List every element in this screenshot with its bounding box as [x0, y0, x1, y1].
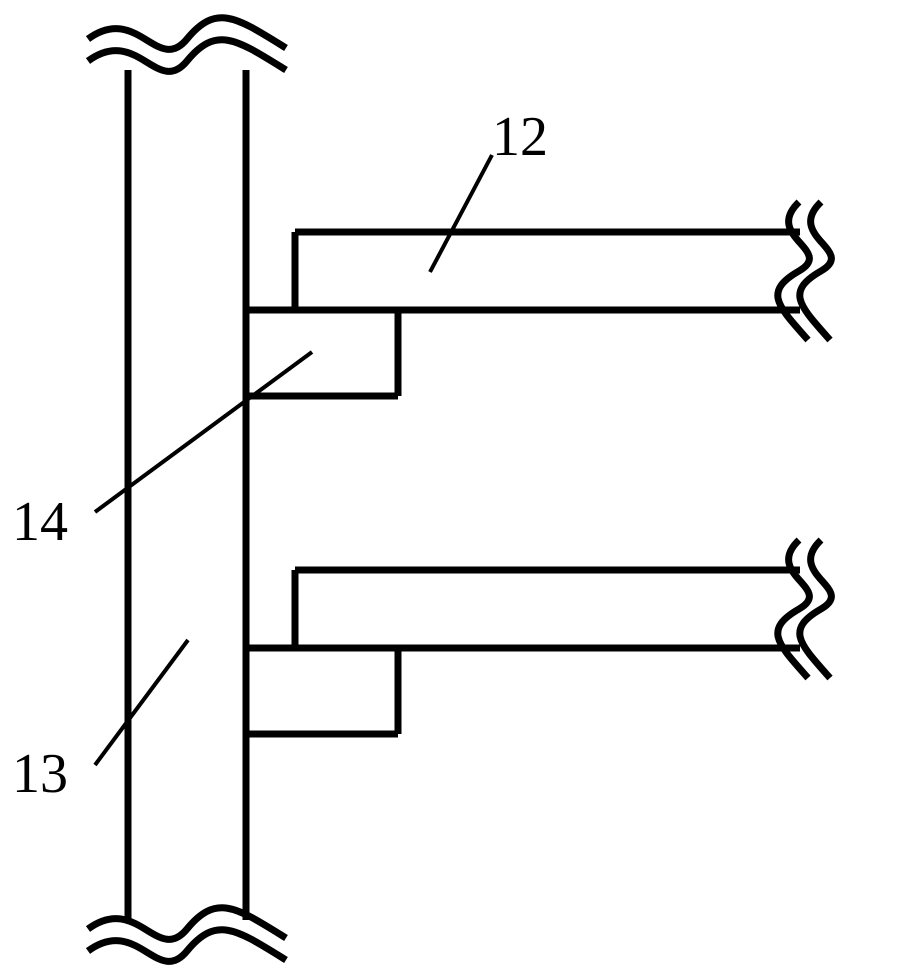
diagram-svg: 12 14 13: [0, 0, 901, 975]
diagram-group: 12 14 13: [12, 18, 831, 962]
label-12: 12: [492, 106, 548, 168]
label-14: 14: [12, 491, 68, 553]
label-13: 13: [12, 743, 68, 805]
